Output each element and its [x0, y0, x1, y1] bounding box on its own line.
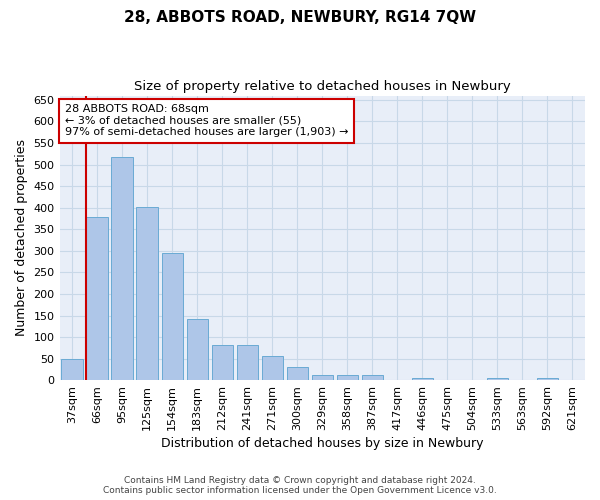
Bar — [161, 253, 183, 380]
Text: Contains HM Land Registry data © Crown copyright and database right 2024.
Contai: Contains HM Land Registry data © Crown c… — [103, 476, 497, 495]
Text: 28 ABBOTS ROAD: 68sqm
← 3% of detached houses are smaller (55)
97% of semi-detac: 28 ABBOTS ROAD: 68sqm ← 3% of detached h… — [65, 104, 348, 138]
Bar — [61, 358, 83, 380]
Y-axis label: Number of detached properties: Number of detached properties — [15, 140, 28, 336]
Bar — [537, 378, 558, 380]
Bar — [112, 157, 133, 380]
Bar — [487, 378, 508, 380]
Bar — [362, 375, 383, 380]
Bar — [136, 207, 158, 380]
Bar — [287, 368, 308, 380]
Title: Size of property relative to detached houses in Newbury: Size of property relative to detached ho… — [134, 80, 511, 93]
X-axis label: Distribution of detached houses by size in Newbury: Distribution of detached houses by size … — [161, 437, 484, 450]
Bar — [212, 345, 233, 380]
Bar — [412, 378, 433, 380]
Bar — [236, 345, 258, 380]
Bar — [86, 217, 108, 380]
Text: 28, ABBOTS ROAD, NEWBURY, RG14 7QW: 28, ABBOTS ROAD, NEWBURY, RG14 7QW — [124, 10, 476, 25]
Bar — [187, 318, 208, 380]
Bar — [311, 375, 333, 380]
Bar — [262, 356, 283, 380]
Bar — [337, 375, 358, 380]
